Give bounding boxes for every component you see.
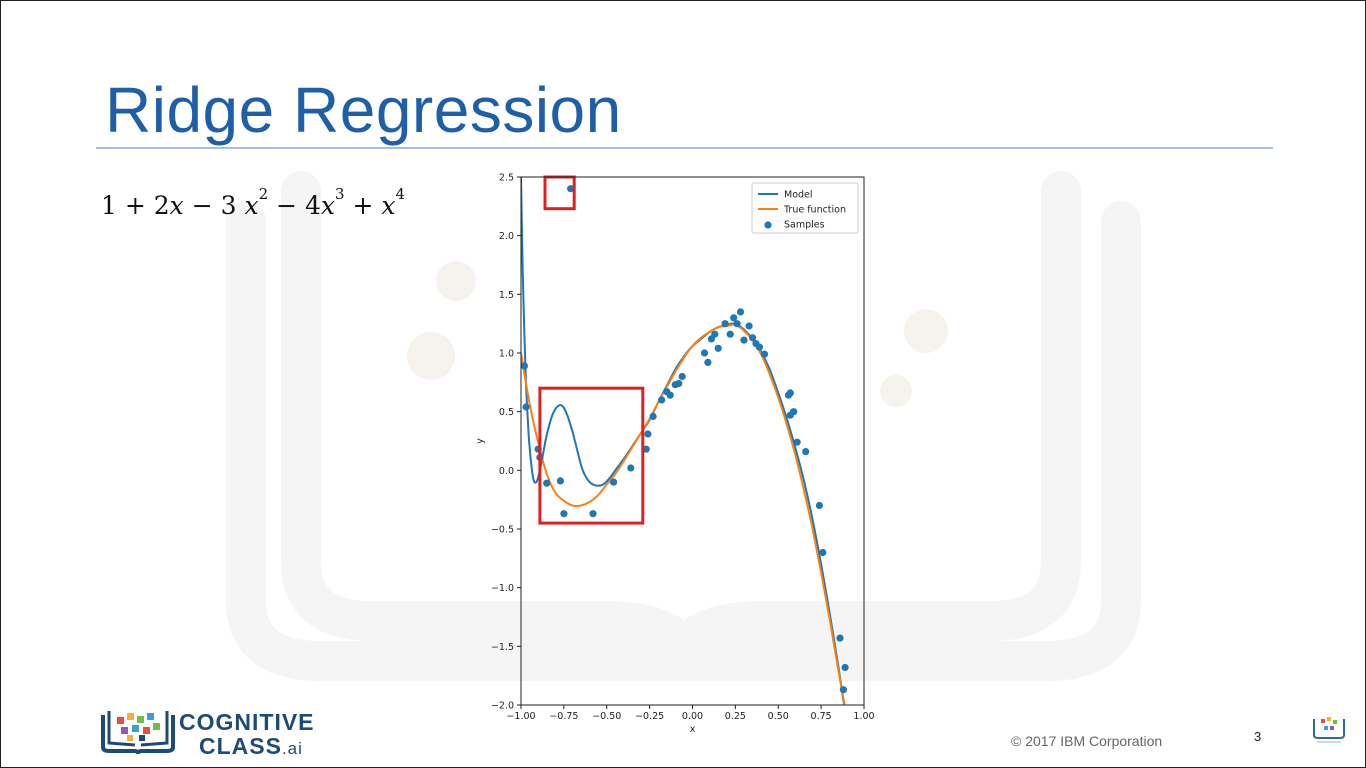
chart-legend: Model True function Samples xyxy=(751,182,859,234)
sample-point xyxy=(736,308,745,316)
y-tick-label: −2.0 xyxy=(491,701,514,712)
sample-point xyxy=(790,408,798,416)
legend-label: Samples xyxy=(784,220,825,231)
sample-point xyxy=(711,330,719,338)
x-tick-label: −0.75 xyxy=(549,711,578,722)
x-tick-label: −1.00 xyxy=(506,711,535,722)
sample-point xyxy=(841,663,849,672)
sample-point xyxy=(521,362,528,370)
equation-coef-1: 2 xyxy=(153,191,170,220)
sample-point xyxy=(589,510,597,518)
sample-point xyxy=(721,320,729,328)
equation-coef-3: 4 xyxy=(304,191,321,220)
sample-point xyxy=(543,479,551,487)
sample-point xyxy=(675,379,683,388)
sample-point xyxy=(567,185,575,193)
y-axis-label: y xyxy=(475,438,486,444)
book-icon xyxy=(101,711,175,755)
sample-point xyxy=(666,391,674,399)
cognitive-class-logo: COGNITIVE CLASS.ai xyxy=(99,707,319,760)
sample-point xyxy=(649,412,657,420)
legend-label: Model xyxy=(784,190,813,201)
copyright-notice: © 2017 IBM Corporation xyxy=(1011,733,1163,749)
sample-point xyxy=(755,343,763,351)
y-tick-label: −1.5 xyxy=(491,642,514,653)
title-divider xyxy=(96,147,1273,149)
legend-box xyxy=(751,182,859,234)
sample-point xyxy=(642,445,650,453)
sample-point xyxy=(556,477,564,485)
logo-text-ai: .ai xyxy=(281,739,303,758)
x-axis-label: x xyxy=(690,724,696,735)
chart-highlight-boxes xyxy=(538,175,645,525)
y-tick-label: 0.0 xyxy=(499,466,514,477)
sample-point xyxy=(610,478,618,486)
sample-point xyxy=(793,438,801,446)
highlight-box-1 xyxy=(543,175,576,211)
y-tick-label: −1.0 xyxy=(491,583,514,594)
sample-point xyxy=(836,634,844,642)
sample-point xyxy=(802,448,810,456)
equation-coef-2: 3 xyxy=(220,191,237,220)
corner-book-icon xyxy=(1313,717,1345,743)
sample-point xyxy=(627,464,635,472)
logo-text-cognitive: COGNITIVE xyxy=(179,709,315,735)
highlight-box-2 xyxy=(538,386,645,525)
chart-axes: −1.00 −0.75 −0.50 −0.25 0.00 0.25 0.50 0.75 1.00… xyxy=(475,173,875,736)
x-tick-label: −0.25 xyxy=(635,711,664,722)
slide-title: Ridge Regression xyxy=(105,74,622,146)
x-tick-label: 0.25 xyxy=(725,711,746,722)
sample-point xyxy=(740,336,748,344)
chart-lines xyxy=(521,177,846,705)
y-tick-label: 0.5 xyxy=(499,407,514,418)
plot-frame xyxy=(520,176,865,706)
x-tick-label: 0.75 xyxy=(811,711,832,722)
sample-point xyxy=(678,372,686,381)
logo-text-class-word: CLASS xyxy=(199,733,282,759)
logo-text-class: CLASS.ai xyxy=(199,733,303,760)
y-tick-label: −0.5 xyxy=(491,525,514,536)
legend-marker-samples xyxy=(764,221,772,229)
x-tick-label: 0.50 xyxy=(768,711,789,722)
sample-point xyxy=(815,501,823,510)
x-tick-label: 0.00 xyxy=(682,711,703,722)
page-number: 3 xyxy=(1254,729,1262,744)
sample-point xyxy=(760,350,769,358)
y-tick-label: 2.0 xyxy=(499,231,514,242)
legend-label: True function xyxy=(783,205,846,216)
x-tick-label: 1.00 xyxy=(853,711,874,722)
sample-point xyxy=(704,358,712,366)
sample-point xyxy=(658,396,666,404)
sample-point xyxy=(733,320,741,328)
sample-point xyxy=(730,314,738,322)
sample-point xyxy=(748,334,757,342)
sample-point xyxy=(786,389,794,397)
y-tick-label: 1.5 xyxy=(499,290,514,301)
sample-point xyxy=(819,548,827,557)
x-tick-label: −0.50 xyxy=(592,711,621,722)
sample-point xyxy=(714,344,722,352)
sample-point xyxy=(560,510,568,518)
sample-point xyxy=(644,430,652,438)
chart-points xyxy=(521,185,849,694)
y-tick-label: 1.0 xyxy=(499,349,514,360)
y-tick-label: 2.5 xyxy=(499,173,514,184)
equation-constant: 1 xyxy=(101,191,117,220)
series-line-model xyxy=(521,177,846,705)
series-line-true-function xyxy=(521,323,846,705)
regression-chart: −1.00 −0.75 −0.50 −0.25 0.00 0.25 0.50 0.75 1.00… xyxy=(475,173,875,736)
sample-point xyxy=(726,330,734,338)
sample-point xyxy=(839,686,847,694)
sample-point xyxy=(522,403,530,411)
polynomial-equation: 1 + 2x − 3 x2 − 4x3 + x4 xyxy=(101,185,406,220)
sample-point xyxy=(745,322,753,330)
sample-point xyxy=(700,349,709,357)
